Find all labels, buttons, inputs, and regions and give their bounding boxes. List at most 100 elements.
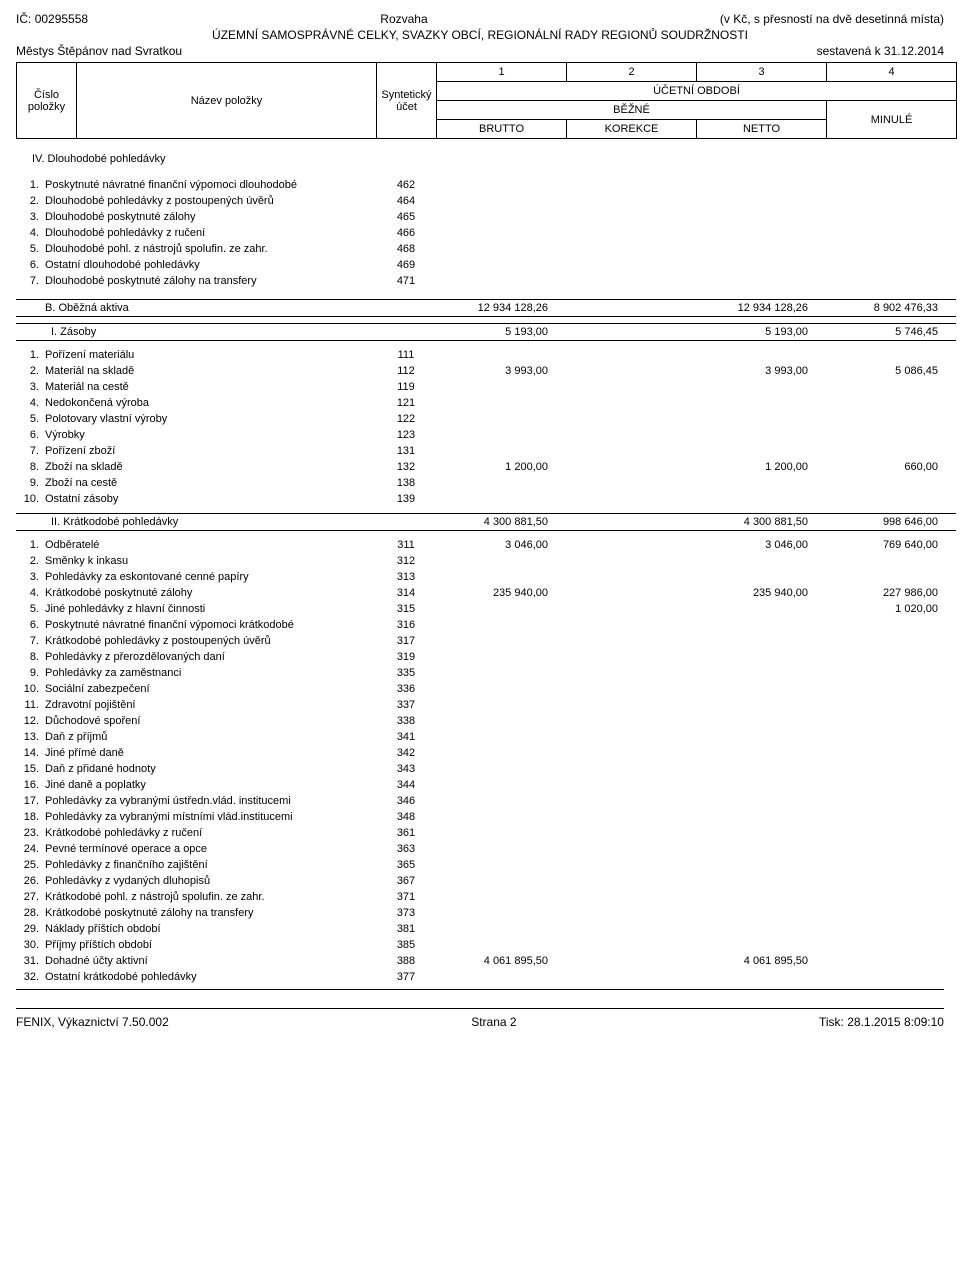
row-brutto	[436, 193, 566, 209]
row-name: Důchodové spoření	[41, 713, 376, 729]
header-top: IČ: 00295558 Rozvaha (v Kč, s přesností …	[16, 12, 944, 26]
table-row: 11.Zdravotní pojištění337	[16, 697, 956, 713]
row-minule	[826, 841, 956, 857]
i-v3: 5 193,00	[696, 324, 826, 341]
row-account: 131	[376, 443, 436, 459]
row-num: 3.	[16, 379, 41, 395]
row-num: 12.	[16, 713, 41, 729]
row-brutto	[436, 395, 566, 411]
row-account: 122	[376, 411, 436, 427]
row-account: 343	[376, 761, 436, 777]
footer-center: Strana 2	[471, 1015, 516, 1029]
row-netto	[696, 411, 826, 427]
row-korekce	[566, 347, 696, 363]
row-minule	[826, 633, 956, 649]
row-minule	[826, 553, 956, 569]
row-name: Krátkodobé poskytnuté zálohy	[41, 585, 376, 601]
table-row: 1.Poskytnuté návratné finanční výpomoci …	[16, 177, 956, 193]
row-korekce	[566, 241, 696, 257]
doc-subtitle: ÚZEMNÍ SAMOSPRÁVNÉ CELKY, SVAZKY OBCÍ, R…	[16, 28, 944, 42]
row-minule	[826, 491, 956, 507]
row-account: 466	[376, 225, 436, 241]
row-num: 4.	[16, 395, 41, 411]
row-brutto	[436, 443, 566, 459]
row-num: 9.	[16, 665, 41, 681]
row-name: Pohledávky z vydaných dluhopisů	[41, 873, 376, 889]
row-korekce	[566, 475, 696, 491]
row-name: Ostatní krátkodobé pohledávky	[41, 969, 376, 985]
table-row: 9.Zboží na cestě138	[16, 475, 956, 491]
table-row: 6.Ostatní dlouhodobé pohledávky469	[16, 257, 956, 273]
row-num: 10.	[16, 491, 41, 507]
table-row: 14.Jiné přímé daně342	[16, 745, 956, 761]
table-row: 4.Dlouhodobé pohledávky z ručení466	[16, 225, 956, 241]
table-row: 5.Jiné pohledávky z hlavní činnosti3151 …	[16, 601, 956, 617]
row-korekce	[566, 953, 696, 969]
table-row: 12.Důchodové spoření338	[16, 713, 956, 729]
b-v3: 12 934 128,26	[696, 300, 826, 317]
row-brutto	[436, 665, 566, 681]
row-account: 388	[376, 953, 436, 969]
row-brutto	[436, 937, 566, 953]
row-korekce	[566, 553, 696, 569]
row-brutto	[436, 475, 566, 491]
row-name: Jiné daně a poplatky	[41, 777, 376, 793]
row-account: 313	[376, 569, 436, 585]
table-row: 15.Daň z přidané hodnoty343	[16, 761, 956, 777]
row-num: 10.	[16, 681, 41, 697]
bottom-rule	[16, 989, 944, 990]
row-num: 8.	[16, 459, 41, 475]
row-korekce	[566, 777, 696, 793]
row-num: 25.	[16, 857, 41, 873]
row-name: Pohledávky za vybranými místními vlád.in…	[41, 809, 376, 825]
row-minule	[826, 777, 956, 793]
i-v4: 5 746,45	[826, 324, 956, 341]
row-name: Jiné pohledávky z hlavní činnosti	[41, 601, 376, 617]
row-brutto	[436, 241, 566, 257]
row-account: 371	[376, 889, 436, 905]
row-korekce	[566, 921, 696, 937]
row-korekce	[566, 633, 696, 649]
row-account: 337	[376, 697, 436, 713]
row-minule	[826, 257, 956, 273]
table-row: 2.Materiál na skladě1123 993,003 993,005…	[16, 363, 956, 379]
row-minule: 769 640,00	[826, 537, 956, 553]
row-name: Nedokončená výroba	[41, 395, 376, 411]
row-account: 111	[376, 347, 436, 363]
row-netto: 235 940,00	[696, 585, 826, 601]
row-korekce	[566, 363, 696, 379]
row-korekce	[566, 841, 696, 857]
row-num: 2.	[16, 363, 41, 379]
row-netto	[696, 633, 826, 649]
hdr-minule: MINULÉ	[827, 101, 957, 139]
row-netto	[696, 665, 826, 681]
row-account: 119	[376, 379, 436, 395]
row-minule	[826, 809, 956, 825]
i-v1: 5 193,00	[436, 324, 566, 341]
row-name: Pohledávky z finančního zajištění	[41, 857, 376, 873]
row-netto	[696, 761, 826, 777]
hdr-cislo: Číslo položky	[17, 63, 77, 139]
section-b-sum: B. Oběžná aktiva 12 934 128,26 12 934 12…	[16, 299, 956, 317]
table-row: 3.Dlouhodobé poskytnuté zálohy465	[16, 209, 956, 225]
row-num: 5.	[16, 601, 41, 617]
row-name: Pohledávky za vybranými ústředn.vlád. in…	[41, 793, 376, 809]
row-minule	[826, 793, 956, 809]
row-num: 30.	[16, 937, 41, 953]
row-account: 338	[376, 713, 436, 729]
row-minule	[826, 379, 956, 395]
row-name: Ostatní zásoby	[41, 491, 376, 507]
row-netto: 3 993,00	[696, 363, 826, 379]
row-account: 342	[376, 745, 436, 761]
row-minule	[826, 761, 956, 777]
table-row: 1.Pořízení materiálu111	[16, 347, 956, 363]
row-minule: 1 020,00	[826, 601, 956, 617]
row-minule	[826, 177, 956, 193]
table-row: 7.Krátkodobé pohledávky z postoupených ú…	[16, 633, 956, 649]
entity-name: Městys Štěpánov nad Svratkou	[16, 44, 182, 58]
row-account: 112	[376, 363, 436, 379]
row-korekce	[566, 937, 696, 953]
row-name: Odběratelé	[41, 537, 376, 553]
row-netto	[696, 857, 826, 873]
row-name: Pohledávky z přerozdělovaných daní	[41, 649, 376, 665]
